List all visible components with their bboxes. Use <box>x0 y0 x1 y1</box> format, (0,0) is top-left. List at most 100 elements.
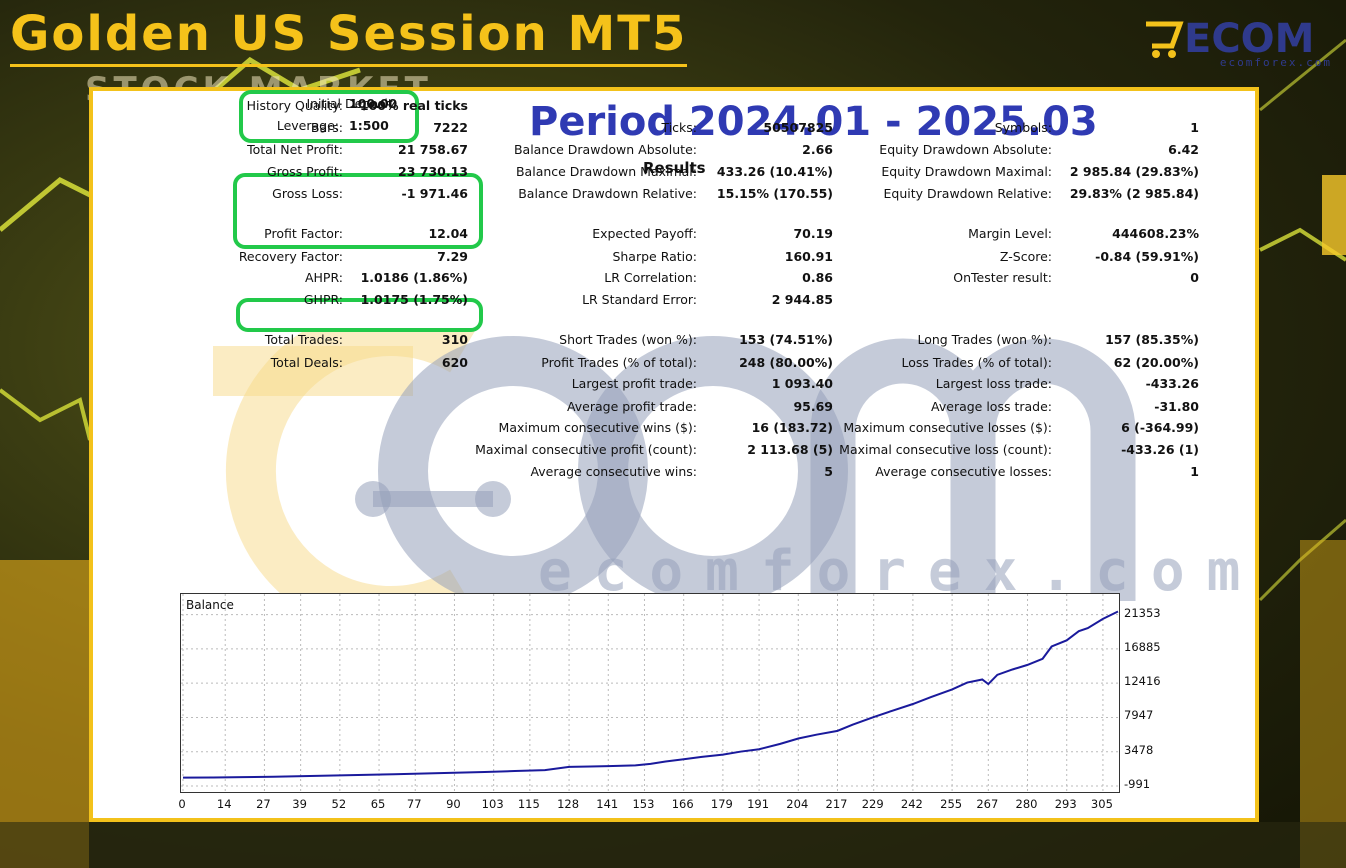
stat-label: Expected Payoff: <box>592 226 697 241</box>
stat-value: 1 <box>1190 120 1199 135</box>
stat-value: 16 (183.72) <box>751 420 833 435</box>
stat-value: 0.86 <box>802 270 833 285</box>
stat-value: 70.19 <box>793 226 833 241</box>
stat-label: History Quality: <box>246 98 343 113</box>
stat-label: Equity Drawdown Absolute: <box>879 142 1052 157</box>
x-tick-label: 39 <box>292 797 307 811</box>
logo-subtext: ecomforex.com <box>1219 56 1332 69</box>
stat-label: Total Deals: <box>270 355 343 370</box>
stat-label: Profit Trades (% of total): <box>541 355 697 370</box>
stat-label: GHPR: <box>303 292 343 307</box>
stat-value: 0 <box>1190 270 1199 285</box>
stat-value: -1 971.46 <box>401 186 468 201</box>
stat-value: 6 (-364.99) <box>1121 420 1199 435</box>
x-tick-label: 229 <box>861 797 884 811</box>
stat-value: 310 <box>441 332 468 347</box>
x-tick-label: 115 <box>517 797 540 811</box>
stat-value: -0.84 (59.91%) <box>1095 249 1199 264</box>
x-tick-label: 128 <box>557 797 580 811</box>
stat-label: Maximum consecutive losses ($): <box>843 420 1052 435</box>
stat-label: Maximum consecutive wins ($): <box>498 420 697 435</box>
stat-label: Average consecutive wins: <box>530 464 697 479</box>
chart-title: Balance <box>186 598 234 612</box>
stat-label: Gross Loss: <box>272 186 343 201</box>
ecom-logo: ECOM <box>1146 16 1315 62</box>
stat-value: 23 730.13 <box>398 164 468 179</box>
stat-label: Initial Deposit: <box>306 96 397 111</box>
stat-label: Largest loss trade: <box>935 376 1052 391</box>
x-tick-label: 242 <box>900 797 923 811</box>
x-tick-label: 103 <box>481 797 504 811</box>
results-heading: Results <box>643 159 706 177</box>
balance-line <box>182 610 1119 779</box>
stat-label: Loss Trades (% of total): <box>901 355 1052 370</box>
stat-value: 2.66 <box>802 142 833 157</box>
stat-label: Balance Drawdown Absolute: <box>513 142 697 157</box>
stat-label: Balance Drawdown Relative: <box>518 186 697 201</box>
stat-value: 2 944.85 <box>771 292 833 307</box>
stat-value: 21 758.67 <box>398 142 468 157</box>
stat-label: Average loss trade: <box>931 399 1052 414</box>
stat-label: Equity Drawdown Maximal: <box>881 164 1052 179</box>
page-title: Golden US Session MT5 <box>10 4 688 67</box>
stat-value: 433.26 (10.41%) <box>716 164 833 179</box>
stat-value: 1.0175 (1.75%) <box>360 292 468 307</box>
stat-value: 444608.23% <box>1112 226 1199 241</box>
balance-chart: Balance 21353 16885 12416 7947 3478 -991 0 14 2… <box>178 593 1240 815</box>
stat-value: 160.91 <box>784 249 833 264</box>
stat-value: 29.83% (2 985.84) <box>1069 186 1199 201</box>
stat-value: 1 093.40 <box>771 376 833 391</box>
stat-label: Balance Drawdown Maximal: <box>515 164 697 179</box>
stat-label: Total Trades: <box>264 332 343 347</box>
stat-value: 2 985.84 (29.83%) <box>1069 164 1199 179</box>
stat-value: 5 <box>824 464 833 479</box>
stat-value: 2 113.68 (5) <box>747 442 833 457</box>
stat-label: Margin Level: <box>968 226 1052 241</box>
y-tick-label: 21353 <box>1124 605 1161 620</box>
x-tick-label: 305 <box>1090 797 1113 811</box>
stat-value: 620 <box>441 355 468 370</box>
x-tick-label: 293 <box>1054 797 1077 811</box>
highlight-quality-box <box>233 173 483 249</box>
x-tick-label: 0 <box>178 797 186 811</box>
chart-plot-area: Balance <box>180 593 1121 794</box>
x-tick-label: 255 <box>940 797 963 811</box>
x-tick-label: 27 <box>256 797 271 811</box>
stat-label: Profit Factor: <box>264 226 343 241</box>
x-tick-label: 90 <box>446 797 461 811</box>
stat-value: 12.04 <box>428 226 468 241</box>
stat-value: 15.15% (170.55) <box>716 186 833 201</box>
y-tick-label: 12416 <box>1124 674 1161 689</box>
stat-value: 1 <box>1190 464 1199 479</box>
stat-label: LR Correlation: <box>604 270 697 285</box>
stat-label: Gross Profit: <box>266 164 343 179</box>
stat-value: 1:500 <box>349 118 389 133</box>
stat-value: 100% real ticks <box>359 98 468 113</box>
stat-label: Short Trades (won %): <box>559 332 697 347</box>
stat-label: Average profit trade: <box>566 399 697 414</box>
stat-value: 157 (85.35%) <box>1105 332 1199 347</box>
strategy-report-panel: ecomforex.com Period 2024.01 - 2025.03 R… <box>89 87 1259 822</box>
stat-label: AHPR: <box>304 270 343 285</box>
stat-label: OnTester result: <box>953 270 1052 285</box>
stat-value: -433.26 (1) <box>1121 442 1199 457</box>
stat-value: 100.00 <box>349 96 398 111</box>
stat-value: 248 (80.00%) <box>739 355 833 370</box>
stat-label: Z-Score: <box>999 249 1052 264</box>
stat-label: Equity Drawdown Relative: <box>883 186 1052 201</box>
stat-value: 153 (74.51%) <box>739 332 833 347</box>
stat-label: Leverage: <box>276 118 339 133</box>
x-tick-label: 65 <box>370 797 386 811</box>
highlight-profit-factor-box <box>236 298 483 332</box>
stat-label: Symbols: <box>994 120 1052 135</box>
x-tick-label: 179 <box>710 797 733 811</box>
stat-value: 6.42 <box>1168 142 1199 157</box>
period-heading: Period 2024.01 - 2025.03 <box>529 99 1098 145</box>
stat-value: 50507825 <box>763 120 833 135</box>
stat-label: Recovery Factor: <box>238 249 343 264</box>
stat-label: Maximal consecutive profit (count): <box>475 442 697 457</box>
stat-label: Bars: <box>310 120 343 135</box>
stat-value: 7.29 <box>437 249 468 264</box>
x-tick-label: 77 <box>406 797 422 811</box>
stat-label: Average consecutive losses: <box>875 464 1052 479</box>
